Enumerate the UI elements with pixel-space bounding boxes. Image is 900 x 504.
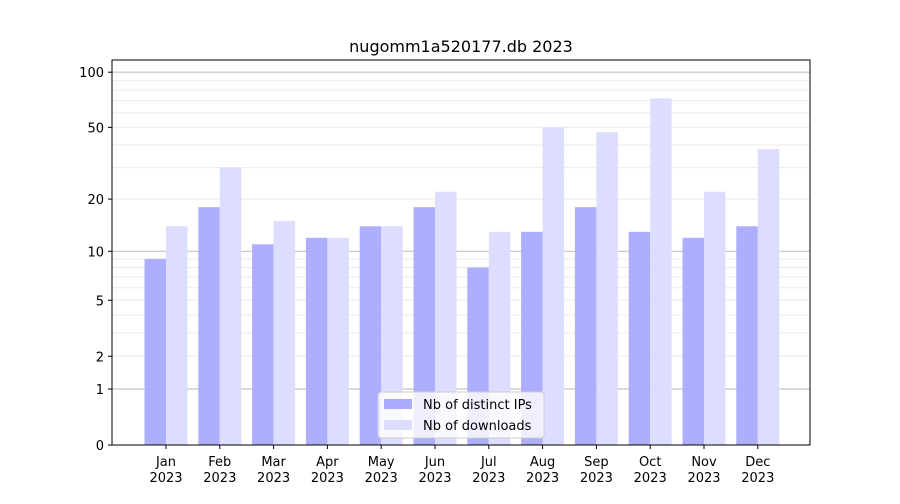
x-tick-label: Sep [584, 455, 609, 470]
bar-distinct-ips [574, 207, 597, 445]
bar-distinct-ips [682, 237, 704, 445]
bar-downloads [219, 167, 242, 445]
plot-frame [111, 59, 811, 446]
x-tick-label: 2023 [687, 471, 720, 486]
bar-distinct-ips [305, 237, 328, 445]
x-tick-label: 2023 [580, 471, 613, 486]
bar-distinct-ips [252, 244, 274, 445]
x-tick-label: 2023 [257, 471, 290, 486]
bar-downloads [757, 149, 780, 445]
y-tick-label: 0 [96, 439, 104, 454]
legend-box [377, 391, 545, 439]
x-tick-label: Jan [155, 455, 176, 470]
chart-title: nugomm1a520177.db 2023 [349, 37, 573, 56]
x-tick-label: 2023 [418, 471, 451, 486]
bar-distinct-ips [413, 207, 435, 445]
bar-distinct-ips [198, 207, 220, 445]
x-tick-label: 2023 [526, 471, 559, 486]
bar-distinct-ips [736, 226, 758, 445]
bar-distinct-ips [144, 259, 166, 445]
x-tick-label: Jul [480, 455, 497, 470]
x-tick-label: 2023 [311, 471, 344, 486]
bar-downloads [650, 98, 672, 446]
y-tick-label: 50 [87, 121, 104, 136]
bar-downloads [542, 127, 565, 446]
legend-label: Nb of downloads [423, 419, 532, 434]
x-tick-label: 2023 [203, 471, 236, 486]
y-tick-label: 100 [79, 66, 104, 81]
bar-distinct-ips [628, 231, 651, 445]
legend-label: Nb of distinct IPs [423, 398, 532, 413]
legend-swatch [384, 420, 412, 430]
legend-swatch [384, 399, 412, 409]
x-tick-label: Aug [530, 455, 555, 470]
x-tick-label: Jun [424, 455, 445, 470]
x-tick-label: 2023 [741, 471, 774, 486]
y-tick-label: 2 [96, 350, 104, 365]
y-tick-label: 10 [87, 245, 104, 260]
bar-downloads [435, 191, 457, 445]
bar-downloads [596, 132, 618, 445]
x-tick-label: Mar [261, 455, 286, 470]
bar-distinct-ips [359, 226, 382, 445]
x-tick-label: Feb [208, 455, 231, 470]
x-tick-label: 2023 [365, 471, 398, 486]
x-tick-label: Nov [691, 455, 717, 470]
bar-downloads [327, 237, 349, 445]
x-tick-label: Oct [639, 455, 661, 470]
bar-downloads [704, 191, 726, 445]
y-tick-label: 5 [96, 294, 104, 309]
x-tick-label: May [368, 455, 395, 470]
y-tick-label: 20 [87, 193, 104, 208]
bar-downloads [381, 226, 403, 445]
x-tick-label: Apr [316, 455, 339, 470]
x-tick-label: 2023 [634, 471, 667, 486]
bar-downloads [273, 221, 296, 445]
x-tick-label: 2023 [149, 471, 182, 486]
x-tick-label: Dec [745, 455, 770, 470]
y-tick-label: 1 [96, 383, 104, 398]
x-tick-label: 2023 [472, 471, 505, 486]
bar-downloads [166, 226, 188, 445]
